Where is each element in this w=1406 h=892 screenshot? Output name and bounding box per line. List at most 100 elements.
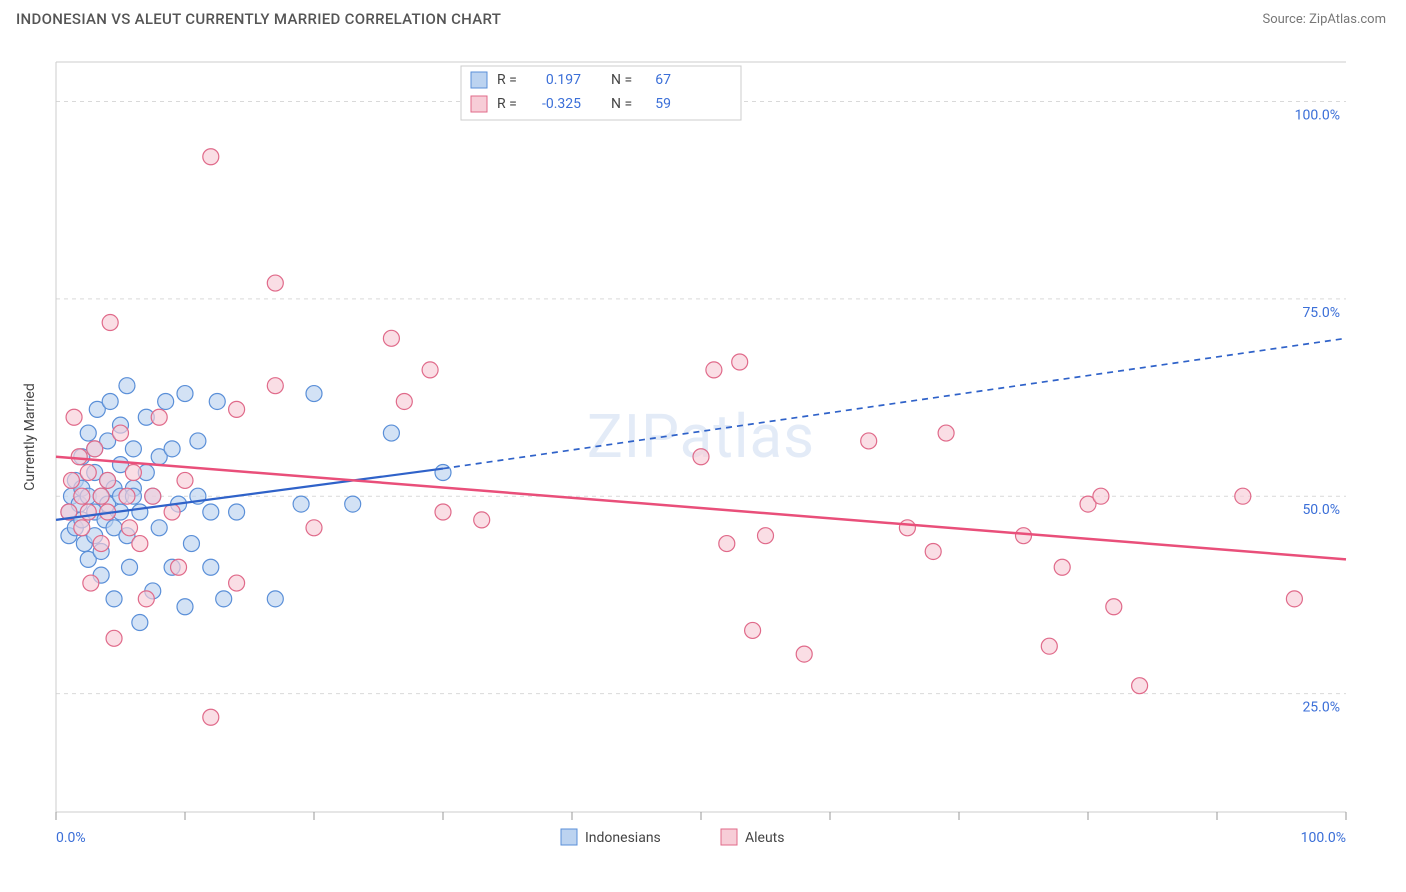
data-point <box>93 536 109 552</box>
data-point <box>177 472 193 488</box>
data-point <box>100 472 116 488</box>
data-point <box>138 591 154 607</box>
data-point <box>938 425 954 441</box>
legend-r-value: -0.325 <box>542 96 581 112</box>
data-point <box>229 401 245 417</box>
data-point <box>1235 488 1251 504</box>
legend-r-label: R = <box>497 96 517 112</box>
data-point <box>164 504 180 520</box>
chart-container: 25.0%50.0%75.0%100.0%ZIPatlasCurrently M… <box>16 42 1390 874</box>
chart-title: INDONESIAN VS ALEUT CURRENTLY MARRIED CO… <box>16 10 501 28</box>
data-point <box>80 425 96 441</box>
data-point <box>74 488 90 504</box>
data-point <box>306 386 322 402</box>
data-point <box>102 393 118 409</box>
y-tick-label: 25.0% <box>1302 700 1340 716</box>
data-point <box>706 362 722 378</box>
data-point <box>1132 678 1148 694</box>
legend-n-value: 67 <box>655 72 671 88</box>
data-point <box>422 362 438 378</box>
data-point <box>474 512 490 528</box>
data-point <box>106 591 122 607</box>
legend-n-value: 59 <box>655 96 671 112</box>
data-point <box>306 520 322 536</box>
data-point <box>1093 488 1109 504</box>
data-point <box>732 354 748 370</box>
legend-n-label: N = <box>611 72 632 88</box>
x-axis-max-label: 100.0% <box>1301 830 1346 846</box>
data-point <box>1054 559 1070 575</box>
bottom-legend-label: Aleuts <box>745 830 784 846</box>
data-point <box>151 409 167 425</box>
data-point <box>122 520 138 536</box>
data-point <box>190 433 206 449</box>
data-point <box>80 465 96 481</box>
regression-line <box>56 457 1346 560</box>
data-point <box>183 536 199 552</box>
data-point <box>745 622 761 638</box>
data-point <box>383 425 399 441</box>
data-point <box>1016 528 1032 544</box>
data-point <box>267 378 283 394</box>
data-point <box>151 520 167 536</box>
x-axis-min-label: 0.0% <box>56 830 86 846</box>
data-point <box>899 520 915 536</box>
data-point <box>83 575 99 591</box>
data-point <box>125 465 141 481</box>
y-tick-label: 100.0% <box>1295 107 1340 123</box>
data-point <box>267 275 283 291</box>
data-point <box>719 536 735 552</box>
y-tick-label: 50.0% <box>1302 502 1340 518</box>
data-point <box>132 504 148 520</box>
legend-r-value: 0.197 <box>546 72 581 88</box>
data-point <box>66 409 82 425</box>
legend-swatch <box>471 96 487 112</box>
data-point <box>203 559 219 575</box>
data-point <box>119 378 135 394</box>
y-axis-title: Currently Married <box>22 383 38 490</box>
data-point <box>1286 591 1302 607</box>
data-point <box>125 441 141 457</box>
legend-n-label: N = <box>611 96 632 112</box>
data-point <box>435 504 451 520</box>
bottom-legend-swatch <box>721 829 737 845</box>
correlation-scatter-chart: 25.0%50.0%75.0%100.0%ZIPatlasCurrently M… <box>16 42 1390 874</box>
data-point <box>216 591 232 607</box>
data-point <box>203 709 219 725</box>
data-point <box>145 488 161 504</box>
data-point <box>119 488 135 504</box>
bottom-legend-label: Indonesians <box>585 830 661 846</box>
data-point <box>102 315 118 331</box>
data-point <box>267 591 283 607</box>
data-point <box>203 149 219 165</box>
data-point <box>796 646 812 662</box>
data-point <box>861 433 877 449</box>
data-point <box>229 504 245 520</box>
data-point <box>293 496 309 512</box>
data-point <box>203 504 219 520</box>
data-point <box>71 449 87 465</box>
data-point <box>113 425 129 441</box>
data-point <box>925 543 941 559</box>
data-point <box>63 472 79 488</box>
data-point <box>693 449 709 465</box>
data-point <box>164 441 180 457</box>
chart-header: INDONESIAN VS ALEUT CURRENTLY MARRIED CO… <box>0 0 1406 36</box>
data-point <box>74 520 90 536</box>
data-point <box>177 599 193 615</box>
bottom-legend-swatch <box>561 829 577 845</box>
data-point <box>383 330 399 346</box>
data-point <box>209 393 225 409</box>
data-point <box>158 393 174 409</box>
data-point <box>396 393 412 409</box>
data-point <box>122 559 138 575</box>
data-point <box>80 504 96 520</box>
legend-swatch <box>471 72 487 88</box>
data-point <box>171 559 187 575</box>
data-point <box>132 615 148 631</box>
data-point <box>1041 638 1057 654</box>
data-point <box>1106 599 1122 615</box>
data-point <box>106 630 122 646</box>
data-point <box>93 488 109 504</box>
data-point <box>758 528 774 544</box>
